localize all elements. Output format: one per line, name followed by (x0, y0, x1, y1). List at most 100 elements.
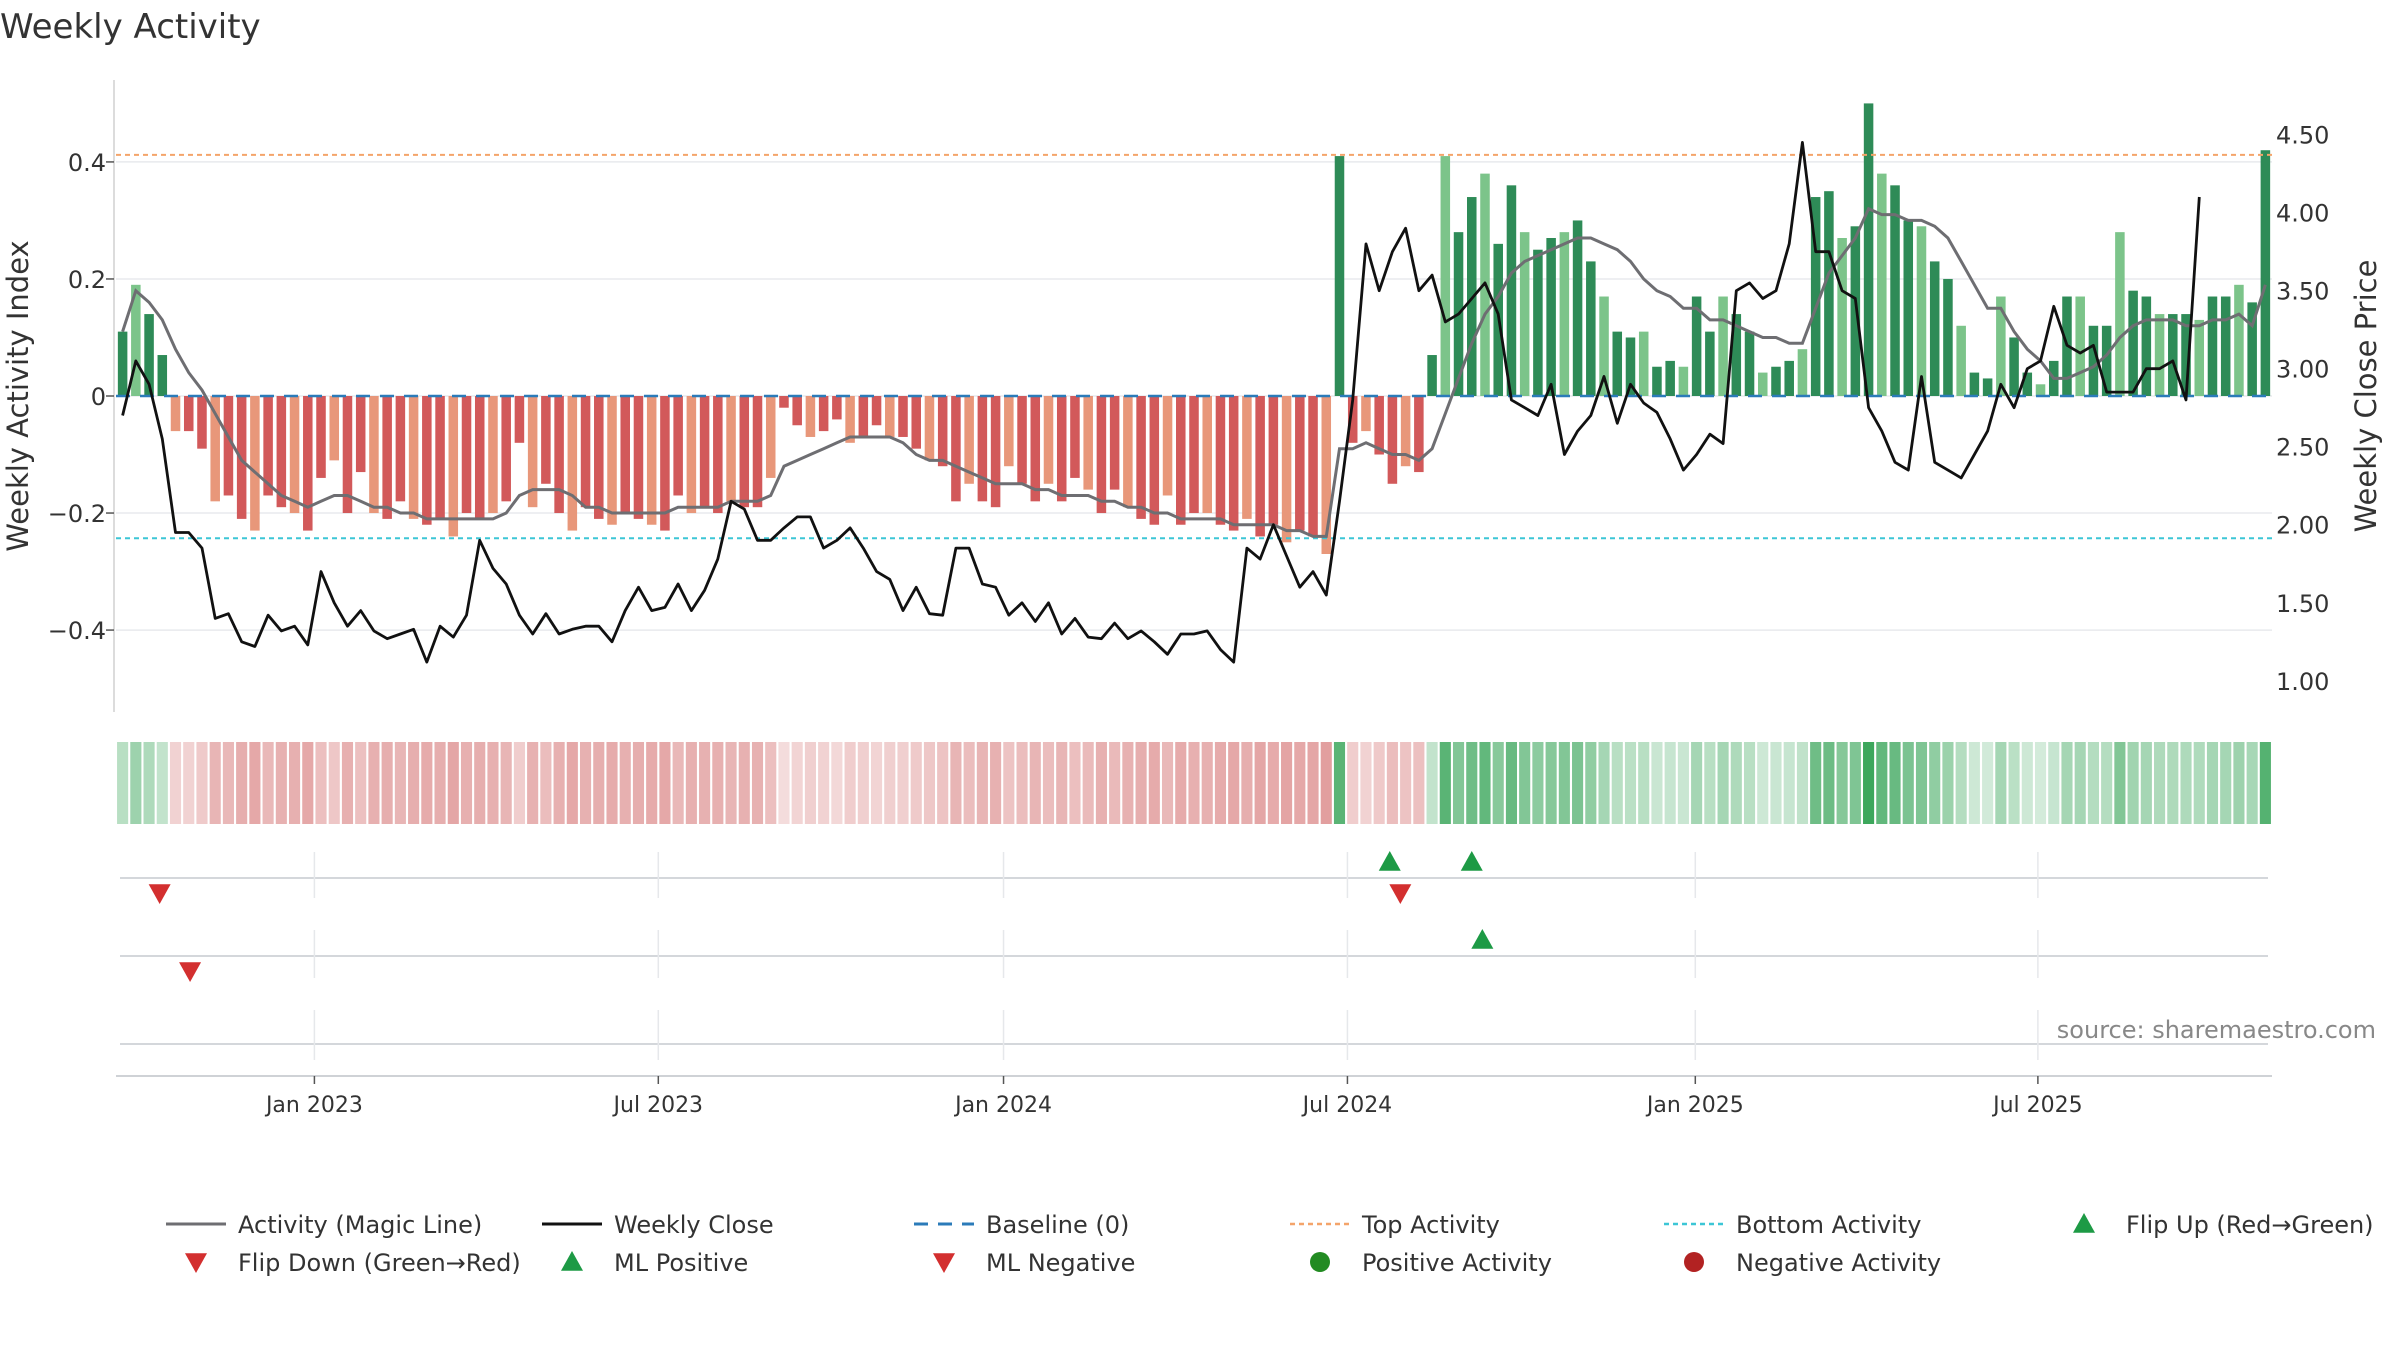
heat-strip-cell (2154, 742, 2166, 824)
heat-strip-cell (1452, 742, 1465, 824)
activity-bar (157, 355, 168, 396)
legend-item-positive_activity: Positive Activity (1310, 1249, 1552, 1277)
legend-marker-ml_negative (933, 1253, 955, 1273)
heat-strip-cell (1214, 742, 1227, 824)
heat-strip-cell (699, 742, 711, 824)
heat-strip-cell (460, 742, 473, 824)
source-label: source: sharemaestro.com (2057, 1016, 2376, 1044)
activity-bar (422, 396, 432, 525)
heat-strip-cell (500, 742, 512, 824)
heat-strip-cell (289, 742, 301, 824)
heat-strip-cell (580, 742, 592, 824)
activity-bar (779, 396, 789, 408)
heat-strip-cell (685, 742, 697, 824)
heat-strip-cell (646, 742, 658, 824)
heat-strip-cell (513, 742, 525, 824)
heat-strip-cell (1955, 742, 1967, 824)
activity-bar (2088, 325, 2099, 396)
heat-strip-cell (619, 742, 631, 824)
legend-item-negative_activity: Negative Activity (1684, 1249, 1941, 1277)
heat-strip-cell (751, 742, 764, 824)
heat-strip-cell (1770, 742, 1782, 824)
activity-bar (580, 396, 591, 508)
heat-strip-cell (1982, 742, 1994, 824)
right-tick-label: 4.50 (2276, 122, 2329, 150)
activity-bar (924, 396, 935, 461)
heat-strip-cell (765, 742, 777, 824)
activity-bar (1638, 331, 1649, 396)
heat-strip-cell (1109, 742, 1121, 824)
heat-strip-cell (2008, 742, 2020, 824)
activity-bar (1943, 278, 1953, 396)
activity-bar (990, 396, 1001, 508)
activity-bar (1215, 396, 1226, 525)
activity-bar (660, 396, 670, 531)
heat-strip-cell (593, 742, 605, 824)
heat-strip-cell (2233, 742, 2245, 824)
heat-strip-cell (2246, 742, 2258, 824)
activity-bar (1877, 173, 1887, 396)
activity-bar (2009, 337, 2019, 396)
activity-bar (805, 396, 816, 437)
heat-strip-cell (990, 742, 1002, 824)
activity-bar (792, 396, 802, 426)
x-tick-label: Jul 2023 (612, 1093, 704, 1118)
activity-bar (2022, 372, 2033, 396)
legend-label-magic_line: Activity (Magic Line) (238, 1211, 482, 1239)
legend-label-weekly_close: Weekly Close (614, 1211, 774, 1239)
activity-bar (1996, 296, 2006, 396)
activity-bar (183, 396, 194, 432)
activity-bar (739, 396, 750, 508)
activity-bar (713, 396, 723, 514)
heat-strip-cell (527, 742, 539, 824)
activity-bar (1982, 378, 1993, 396)
heat-strip-cell (1228, 742, 1240, 824)
activity-bar (1374, 396, 1384, 455)
legend-label-bottom_activity: Bottom Activity (1736, 1211, 1921, 1239)
activity-bar (1136, 396, 1146, 519)
activity-bar (1797, 349, 1808, 396)
heat-strip-cell (355, 742, 367, 824)
activity-bar (1427, 355, 1437, 396)
activity-bar (1810, 197, 1821, 396)
activity-bar (1083, 396, 1093, 490)
right-tick-label: 2.50 (2276, 434, 2329, 462)
right-tick-label: 3.00 (2276, 356, 2329, 384)
heat-strip-cell (672, 742, 684, 824)
ml-negative-marker (179, 962, 202, 982)
activity-bar (1837, 238, 1847, 396)
legend-item-weekly_close: Weekly Close (542, 1211, 774, 1239)
heat-strip-cell (183, 742, 195, 824)
heat-strip-cell (328, 742, 340, 824)
heat-strip-cell (2074, 742, 2086, 824)
legend-label-positive_activity: Positive Activity (1362, 1249, 1552, 1277)
activity-bar (620, 396, 631, 514)
heat-strip-cell (1863, 742, 1875, 824)
heat-strip-cell (117, 742, 129, 824)
activity-bar (448, 396, 459, 537)
heat-strip-cell (408, 742, 420, 824)
activity-bar (752, 396, 763, 508)
heat-strip-cell (923, 742, 936, 824)
activity-bar (501, 396, 511, 502)
activity-bar (1242, 396, 1252, 519)
activity-bar (2260, 150, 2271, 396)
activity-bar (144, 314, 154, 396)
legend-item-flip_up: Flip Up (Red→Green) (2073, 1211, 2374, 1239)
heat-strip-cell (2114, 742, 2126, 824)
activity-bar (1705, 331, 1715, 396)
heat-strip-cell (1691, 742, 1703, 824)
activity-bar (594, 396, 604, 519)
activity-bar (2168, 314, 2178, 396)
heat-strip-cell (1810, 742, 1822, 824)
activity-bar (686, 396, 697, 514)
activity-bar (329, 396, 340, 461)
activity-bar (1652, 366, 1662, 396)
activity-bar (1347, 396, 1358, 443)
heat-strip-cell (1902, 742, 1914, 824)
activity-bar (435, 396, 445, 519)
activity-bar (1149, 396, 1160, 525)
heat-strip-cell (1730, 742, 1742, 824)
left-tick-label: −0.2 (48, 500, 106, 528)
heat-strip-cell (540, 742, 552, 824)
